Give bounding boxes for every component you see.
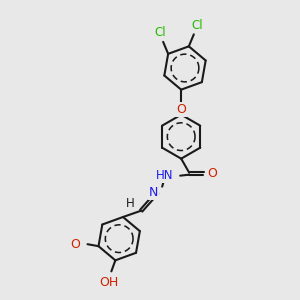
Text: H: H — [126, 197, 135, 210]
Text: Cl: Cl — [154, 26, 166, 39]
Text: O: O — [207, 167, 217, 180]
Text: N: N — [149, 186, 158, 199]
Text: OH: OH — [100, 276, 119, 289]
Text: HN: HN — [156, 169, 173, 182]
Text: Cl: Cl — [191, 19, 202, 32]
Text: O: O — [70, 238, 80, 251]
Text: O: O — [176, 103, 186, 116]
